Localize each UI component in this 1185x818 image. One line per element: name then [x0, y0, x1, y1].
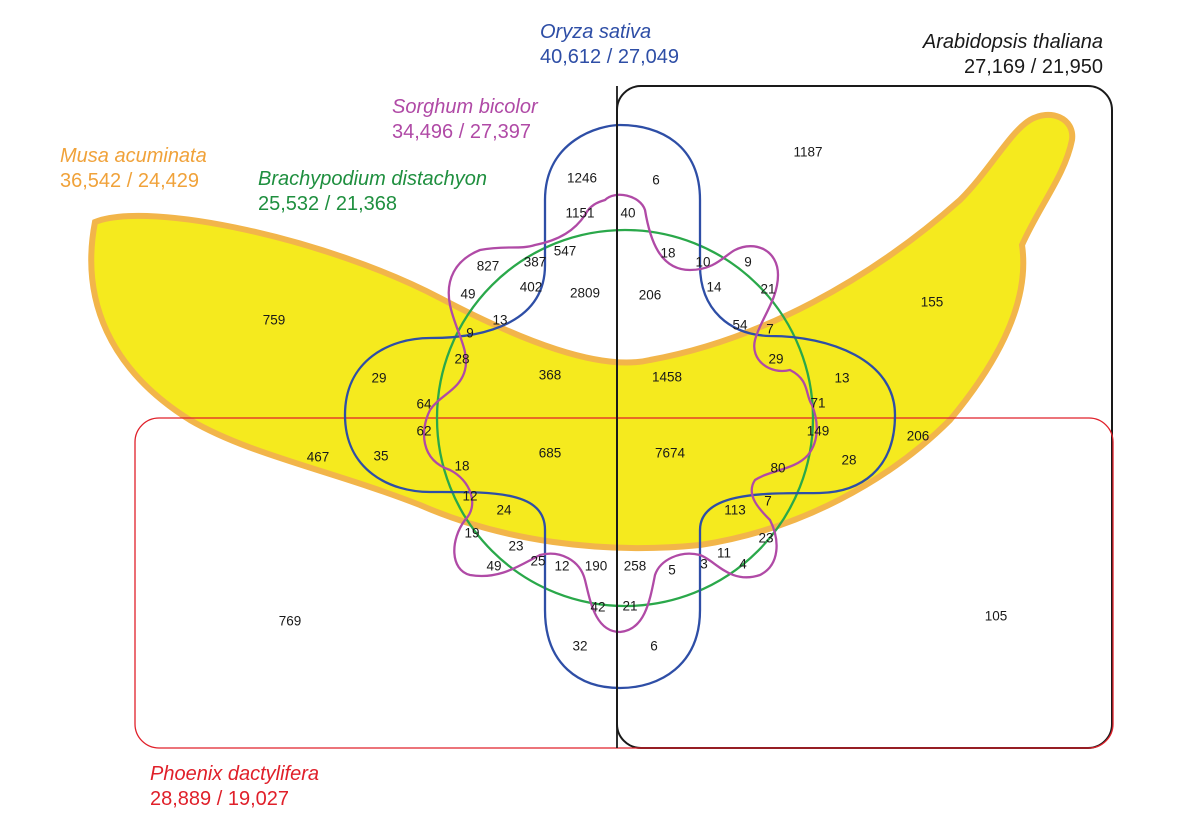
region-count-label: 21	[760, 282, 775, 297]
region-count-label: 190	[585, 559, 608, 574]
region-count-label: 6	[652, 173, 660, 188]
region-count-label: 25	[530, 554, 545, 569]
region-count-label: 13	[834, 371, 849, 386]
region-count-label: 258	[624, 559, 647, 574]
legend-oryza-name: Oryza sativa	[540, 21, 652, 43]
region-count-label: 13	[492, 313, 507, 328]
region-count-label: 3	[700, 557, 708, 572]
region-count-label: 54	[732, 318, 748, 333]
region-count-label: 35	[373, 449, 388, 464]
region-count-label: 64	[416, 397, 432, 412]
region-count-label: 827	[477, 259, 500, 274]
region-count-label: 685	[539, 446, 562, 461]
region-count-label: 12	[554, 559, 569, 574]
legend-arabidopsis-name: Arabidopsis thaliana	[922, 31, 1103, 53]
region-count-label: 1187	[793, 145, 822, 160]
region-count-label: 368	[539, 368, 562, 383]
region-count-label: 105	[985, 609, 1008, 624]
region-count-label: 467	[307, 450, 330, 465]
region-count-label: 18	[454, 459, 469, 474]
region-count-label: 29	[768, 352, 783, 367]
region-count-label: 402	[520, 280, 543, 295]
legend-musa-counts: 36,542 / 24,429	[60, 170, 200, 192]
region-count-label: 29	[371, 371, 386, 386]
region-count-label: 23	[758, 531, 773, 546]
legend-arabidopsis: Arabidopsis thaliana 27,169 / 21,950	[923, 30, 1103, 80]
region-count-label: 18	[660, 246, 675, 261]
region-count-label: 24	[496, 503, 512, 518]
legend-phoenix-name: Phoenix dactylifera	[150, 763, 319, 785]
region-count-label: 80	[770, 461, 785, 476]
region-count-label: 71	[810, 396, 825, 411]
region-count-label: 62	[416, 424, 431, 439]
legend-phoenix: Phoenix dactylifera 28,889 / 19,027	[150, 762, 319, 812]
musa-acuminata-set	[88, 111, 1076, 551]
region-count-label: 7674	[655, 446, 686, 461]
region-count-label: 14	[706, 280, 722, 295]
region-count-label: 1151	[565, 206, 594, 221]
region-count-label: 113	[724, 503, 746, 518]
legend-arabidopsis-counts: 27,169 / 21,950	[963, 56, 1103, 78]
region-count-label: 40	[620, 206, 635, 221]
brachypodium-distachyon-set	[435, 228, 815, 608]
region-count-label: 2809	[570, 286, 600, 301]
region-count-label: 1246	[567, 171, 597, 186]
region-count-label: 12	[462, 489, 477, 504]
region-count-label: 49	[460, 287, 475, 302]
legend-brachypodium-name: Brachypodium distachyon	[258, 168, 488, 190]
legend-musa: Musa acuminata 36,542 / 24,429	[60, 144, 207, 194]
region-count-label: 23	[508, 539, 523, 554]
region-count-label: 5	[668, 563, 676, 578]
sorghum-bicolor-set	[422, 193, 818, 634]
region-count-label: 49	[486, 559, 501, 574]
region-count-label: 206	[639, 288, 662, 303]
region-count-label: 9	[466, 326, 474, 341]
region-count-label: 1458	[652, 370, 682, 385]
region-count-label: 155	[921, 295, 944, 310]
legend-sorghum: Sorghum bicolor 34,496 / 27,397	[392, 95, 538, 145]
region-count-label: 769	[279, 614, 302, 629]
region-count-label: 10	[695, 255, 710, 270]
phoenix-dactylifera-set	[134, 417, 1114, 749]
region-count-label: 206	[907, 429, 930, 444]
region-count-label: 7	[764, 494, 772, 509]
region-count-label: 19	[464, 526, 479, 541]
region-count-label: 9	[744, 255, 752, 270]
region-count-label: 21	[622, 599, 637, 614]
legend-oryza: Oryza sativa 40,612 / 27,049	[540, 20, 679, 70]
region-count-label: 149	[807, 424, 830, 439]
oryza-sativa-set	[343, 123, 897, 690]
legend-sorghum-counts: 34,496 / 27,397	[392, 121, 532, 143]
legend-phoenix-counts: 28,889 / 19,027	[150, 788, 290, 810]
region-count-label: 11	[717, 546, 731, 561]
legend-oryza-counts: 40,612 / 27,049	[540, 46, 680, 68]
region-count-label: 28	[841, 453, 856, 468]
legend-sorghum-name: Sorghum bicolor	[392, 96, 538, 118]
legend-brachypodium: Brachypodium distachyon 25,532 / 21,368	[258, 167, 487, 217]
legend-musa-name: Musa acuminata	[60, 145, 207, 167]
region-count-label: 7	[766, 322, 774, 337]
region-count-label: 6	[650, 639, 658, 654]
region-count-label: 4	[739, 557, 747, 572]
region-count-label: 387	[524, 255, 547, 270]
region-count-label: 28	[454, 352, 469, 367]
region-count-label: 42	[590, 600, 605, 615]
legend-brachypodium-counts: 25,532 / 21,368	[258, 193, 398, 215]
region-count-label: 32	[572, 639, 587, 654]
region-count-label: 759	[263, 313, 286, 328]
region-count-label: 547	[554, 244, 577, 259]
